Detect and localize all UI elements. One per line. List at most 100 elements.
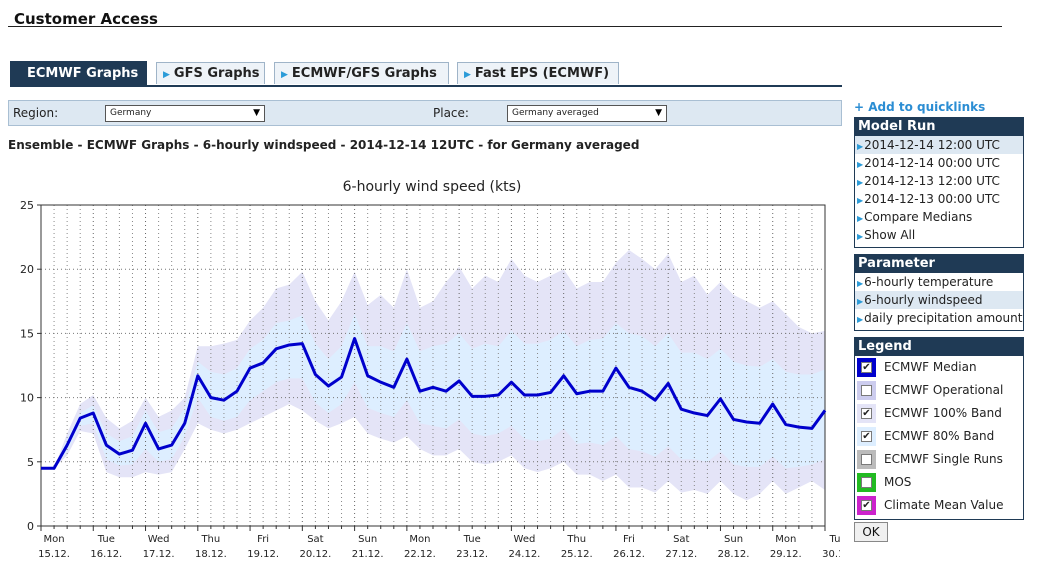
x-tick-label-date: 21.12. <box>352 549 384 560</box>
x-tick-label-date: 26.12. <box>613 549 645 560</box>
parameter-panel: Parameter ▶6-hourly temperature ▶6-hourly… <box>854 254 1024 331</box>
x-tick-label-day: Thu <box>566 534 586 545</box>
tab-ecmwf-graphs[interactable]: ECMWF Graphs <box>10 61 147 85</box>
model-run-heading: Model Run <box>855 118 1023 136</box>
legend-panel: Legend ✔ ECMWF Median ECMWF Operational ✔ EC… <box>854 337 1024 520</box>
region-select-value: Germany <box>110 108 152 118</box>
x-tick-label-day: Wed <box>148 534 170 545</box>
legend-checkbox[interactable]: ✔ <box>861 431 872 442</box>
x-tick-label-day: Mon <box>44 534 65 545</box>
model-run-item-label: 2014-12-13 00:00 UTC <box>864 192 1000 206</box>
parameter-item-label: 6-hourly windspeed <box>864 293 983 307</box>
parameter-item[interactable]: ▶daily precipitation amount <box>855 309 1023 327</box>
parameter-item[interactable]: ▶6-hourly windspeed <box>855 291 1023 309</box>
x-tick-label-day: Sat <box>673 534 689 545</box>
median-series-line <box>41 337 827 470</box>
model-run-item[interactable]: ▶2014-12-13 12:00 UTC <box>855 172 1023 190</box>
x-tick-label-day: Thu <box>200 534 220 545</box>
model-run-item[interactable]: ▶Show All <box>855 226 1023 244</box>
y-tick-label: 15 <box>20 327 34 340</box>
model-run-item-label: 2014-12-14 00:00 UTC <box>864 156 1000 170</box>
legend-checkbox[interactable] <box>861 385 872 396</box>
x-tick-label-date: 19.12. <box>247 549 279 560</box>
x-tick-label-date: 25.12. <box>561 549 593 560</box>
model-run-item-label: Show All <box>864 228 916 242</box>
model-run-panel: Model Run ▶2014-12-14 12:00 UTC ▶2014-12-… <box>854 117 1024 248</box>
region-label: Region: <box>13 106 59 120</box>
x-tick-label-date: 15.12. <box>38 549 70 560</box>
place-select[interactable]: Germany averaged ▼ <box>507 105 667 122</box>
x-tick-label-day: Fri <box>257 534 269 545</box>
title-divider <box>8 26 1002 27</box>
triangle-right-icon: ▶ <box>857 315 864 324</box>
triangle-right-icon: ▶ <box>857 232 864 241</box>
legend-label: ECMWF Operational <box>884 383 1004 397</box>
x-tick-label-day: Sat <box>307 534 323 545</box>
tab-label: ECMWF/GFS Graphs <box>291 66 437 81</box>
legend-checkbox[interactable] <box>861 454 872 465</box>
tab-fast-eps[interactable]: ▶ Fast EPS (ECMWF) <box>457 62 619 84</box>
model-run-item-label: Compare Medians <box>864 210 973 224</box>
x-tick-label-date: 24.12. <box>509 549 541 560</box>
x-tick-label-date: 28.12. <box>718 549 750 560</box>
triangle-right-icon: ▶ <box>281 70 288 80</box>
ok-button[interactable]: OK <box>854 522 888 542</box>
legend-item[interactable]: MOS <box>855 471 1023 494</box>
legend-item[interactable]: ECMWF Single Runs <box>855 448 1023 471</box>
x-tick-label-date: 27.12. <box>665 549 697 560</box>
place-label: Place: <box>433 106 469 120</box>
parameter-item-label: daily precipitation amount <box>864 311 1023 325</box>
legend-checkbox[interactable]: ✔ <box>861 362 872 373</box>
parameter-item[interactable]: ▶6-hourly temperature <box>855 273 1023 291</box>
legend-label: Climate Mean Value <box>884 498 1004 512</box>
triangle-right-icon: ▶ <box>857 279 864 288</box>
filter-bar: Region: Germany ▼ Place: Germany average… <box>8 100 842 126</box>
tab-label: Fast EPS (ECMWF) <box>474 66 610 81</box>
tab-ecmwf-gfs-graphs[interactable]: ▶ ECMWF/GFS Graphs <box>274 62 449 84</box>
legend-label: ECMWF 80% Band <box>884 429 995 443</box>
x-tick-label-day: Fri <box>623 534 635 545</box>
x-tick-label-date: 18.12. <box>195 549 227 560</box>
triangle-right-icon: ▶ <box>464 70 471 80</box>
model-run-item[interactable]: ▶2014-12-13 00:00 UTC <box>855 190 1023 208</box>
x-tick-label-date: 20.12. <box>299 549 331 560</box>
triangle-right-icon: ▶ <box>857 160 864 169</box>
y-tick-label: 5 <box>27 456 34 469</box>
legend-label: ECMWF Single Runs <box>884 452 1003 466</box>
model-run-item[interactable]: ▶Compare Medians <box>855 208 1023 226</box>
x-tick-label-day: Tue <box>829 534 840 545</box>
y-tick-label: 0 <box>27 520 34 533</box>
model-run-item-label: 2014-12-14 12:00 UTC <box>864 138 1000 152</box>
chart-title: 6-hourly wind speed (kts) <box>343 179 522 195</box>
triangle-right-icon: ▶ <box>857 214 864 223</box>
legend-item[interactable]: ✔ ECMWF Median <box>855 356 1023 379</box>
graph-subtitle: Ensemble - ECMWF Graphs - 6-hourly winds… <box>8 138 640 152</box>
place-select-value: Germany averaged <box>512 108 599 118</box>
dropdown-arrow-icon: ▼ <box>253 108 260 118</box>
legend-checkbox[interactable]: ✔ <box>861 500 872 511</box>
model-run-item[interactable]: ▶2014-12-14 00:00 UTC <box>855 154 1023 172</box>
legend-swatch <box>857 450 876 469</box>
legend-swatch: ✔ <box>857 358 876 377</box>
tab-gfs-graphs[interactable]: ▶ GFS Graphs <box>156 62 265 84</box>
legend-checkbox[interactable]: ✔ <box>861 408 872 419</box>
legend-item[interactable]: ✔ Climate Mean Value <box>855 494 1023 517</box>
tab-label: ECMWF Graphs <box>27 66 139 81</box>
parameter-heading: Parameter <box>855 255 1023 273</box>
legend-item[interactable]: ✔ ECMWF 80% Band <box>855 425 1023 448</box>
tab-underline <box>10 85 842 87</box>
legend-swatch <box>857 473 876 492</box>
add-to-quicklinks-link[interactable]: + Add to quicklinks <box>854 100 986 114</box>
region-select[interactable]: Germany ▼ <box>105 105 265 122</box>
x-tick-label-date: 22.12. <box>404 549 436 560</box>
legend-swatch <box>857 381 876 400</box>
legend-item[interactable]: ECMWF Operational <box>855 379 1023 402</box>
x-tick-label-date: 16.12. <box>90 549 122 560</box>
y-tick-label: 10 <box>20 392 34 405</box>
legend-label: ECMWF Median <box>884 360 977 374</box>
x-tick-label-day: Tue <box>97 534 115 545</box>
legend-checkbox[interactable] <box>861 477 872 488</box>
legend-item[interactable]: ✔ ECMWF 100% Band <box>855 402 1023 425</box>
model-run-item-label: 2014-12-13 12:00 UTC <box>864 174 1000 188</box>
model-run-item[interactable]: ▶2014-12-14 12:00 UTC <box>855 136 1023 154</box>
